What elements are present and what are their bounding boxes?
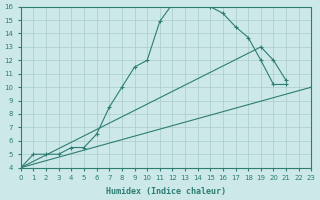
X-axis label: Humidex (Indice chaleur): Humidex (Indice chaleur) xyxy=(106,187,226,196)
